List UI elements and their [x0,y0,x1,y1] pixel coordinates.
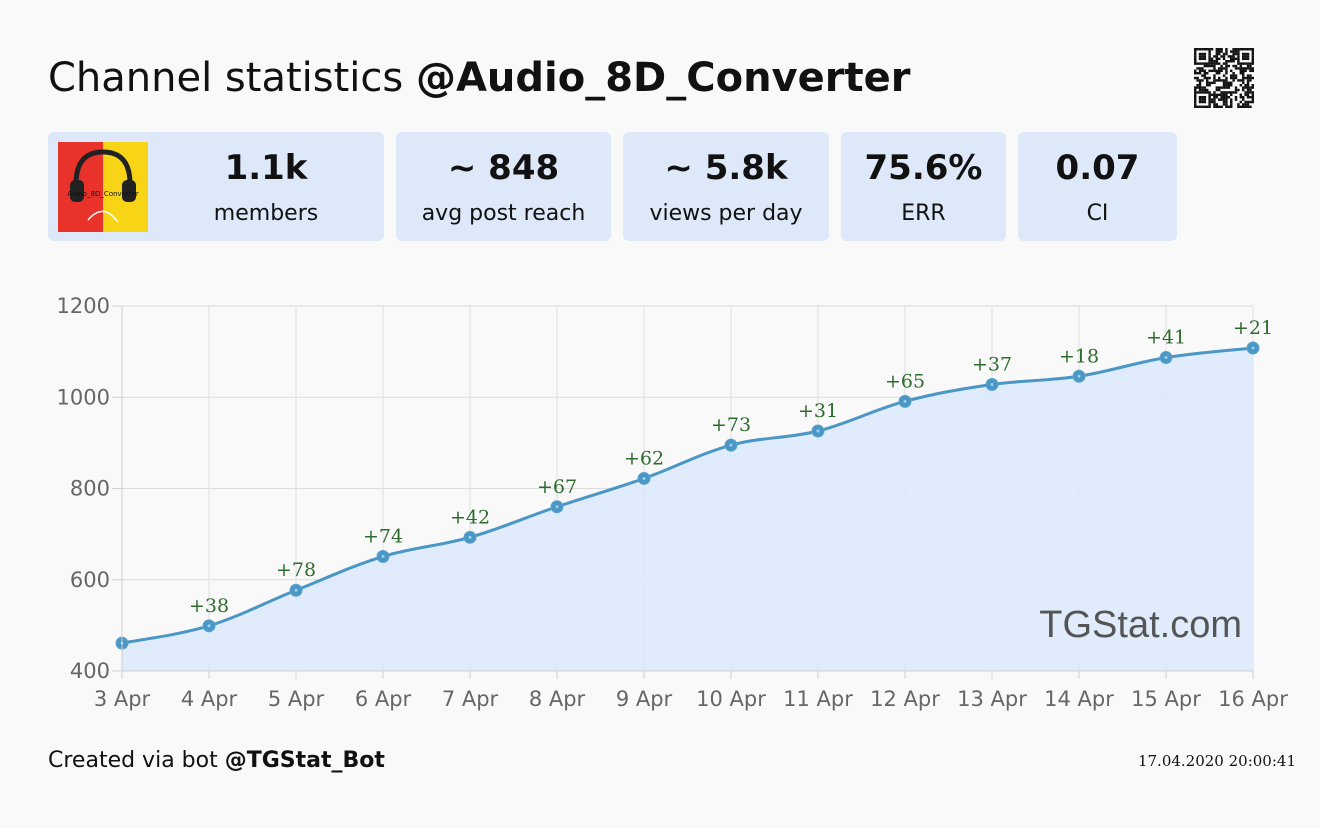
x-tick-label: 16 Apr [1218,687,1288,711]
views-per-day-value: ~ 5.8k [664,148,788,188]
qr-code-icon [1194,48,1254,108]
delta-label: +74 [363,525,403,547]
err-label: ERR [901,201,946,226]
delta-label: +38 [189,595,229,617]
delta-label: +37 [972,353,1012,375]
footer-prefix: Created via bot [48,748,225,773]
watermark: TGStat.com [1039,604,1242,646]
ci-value: 0.07 [1055,148,1140,188]
x-tick-label: 6 Apr [355,687,412,711]
err-card: 75.6% ERR [841,132,1006,241]
views-per-day-label: views per day [649,201,803,226]
avg-post-reach-label: avg post reach [421,201,586,226]
x-tick-label: 13 Apr [957,687,1027,711]
data-point-center [207,624,211,628]
data-point-center [990,382,994,386]
delta-label: +31 [798,400,838,422]
err-value: 75.6% [864,148,983,188]
title-prefix: Channel statistics [48,55,416,101]
area-fill [122,347,1253,671]
ci-label: CI [1086,201,1109,226]
delta-label: +21 [1233,317,1273,339]
data-point-center [903,399,907,403]
y-tick-label: 600 [70,568,110,592]
x-tick-label: 12 Apr [870,687,940,711]
timestamp: 17.04.2020 20:00:41 [1137,752,1296,770]
x-tick-label: 4 Apr [181,687,238,711]
avatar-caption: Audio_8D_Converter [67,190,139,198]
data-point-center [1164,356,1168,360]
delta-label: +67 [537,476,577,498]
data-point-center [642,476,646,480]
x-tick-label: 10 Apr [696,687,766,711]
page-title: Channel statistics @Audio_8D_Converter [48,50,910,106]
avg-post-reach-card: ~ 848 avg post reach [396,132,611,241]
data-point-center [1251,346,1255,350]
delta-label: +73 [711,414,751,436]
x-tick-label: 5 Apr [268,687,325,711]
x-tick-label: 8 Apr [529,687,586,711]
x-tick-label: 11 Apr [783,687,853,711]
y-tick-label: 1200 [57,294,110,318]
y-tick-label: 800 [70,477,110,501]
delta-label: +42 [450,506,490,528]
x-tick-label: 3 Apr [94,687,151,711]
channel-avatar: Audio_8D_Converter [58,142,148,232]
data-point-center [468,535,472,539]
views-per-day-card: ~ 5.8k views per day [623,132,829,241]
delta-label: +65 [885,370,925,392]
delta-label: +18 [1059,345,1099,367]
x-tick-label: 9 Apr [616,687,673,711]
members-card: Audio_8D_Converter 1.1k members [48,132,384,241]
x-tick-label: 7 Apr [442,687,499,711]
delta-label: +78 [276,559,316,581]
data-point-center [555,505,559,509]
ci-card: 0.07 CI [1018,132,1177,241]
avg-post-reach-value: ~ 848 [447,148,560,188]
footer-credit: Created via bot @TGStat_Bot [48,746,385,776]
x-tick-label: 14 Apr [1044,687,1114,711]
data-point-center [381,554,385,558]
y-tick-label: 1000 [57,385,110,409]
members-value: 1.1k [224,148,308,188]
members-label: members [213,201,319,226]
data-point-center [816,429,820,433]
data-point-center [294,588,298,592]
x-tick-label: 15 Apr [1131,687,1201,711]
channel-handle: @Audio_8D_Converter [415,55,911,101]
series-line [121,346,1254,645]
bot-handle-link[interactable]: @TGStat_Bot [224,748,385,773]
data-point-center [1077,374,1081,378]
delta-label: +62 [624,447,664,469]
y-tick-label: 400 [70,659,110,683]
delta-label: +41 [1146,327,1186,349]
data-point-center [729,443,733,447]
